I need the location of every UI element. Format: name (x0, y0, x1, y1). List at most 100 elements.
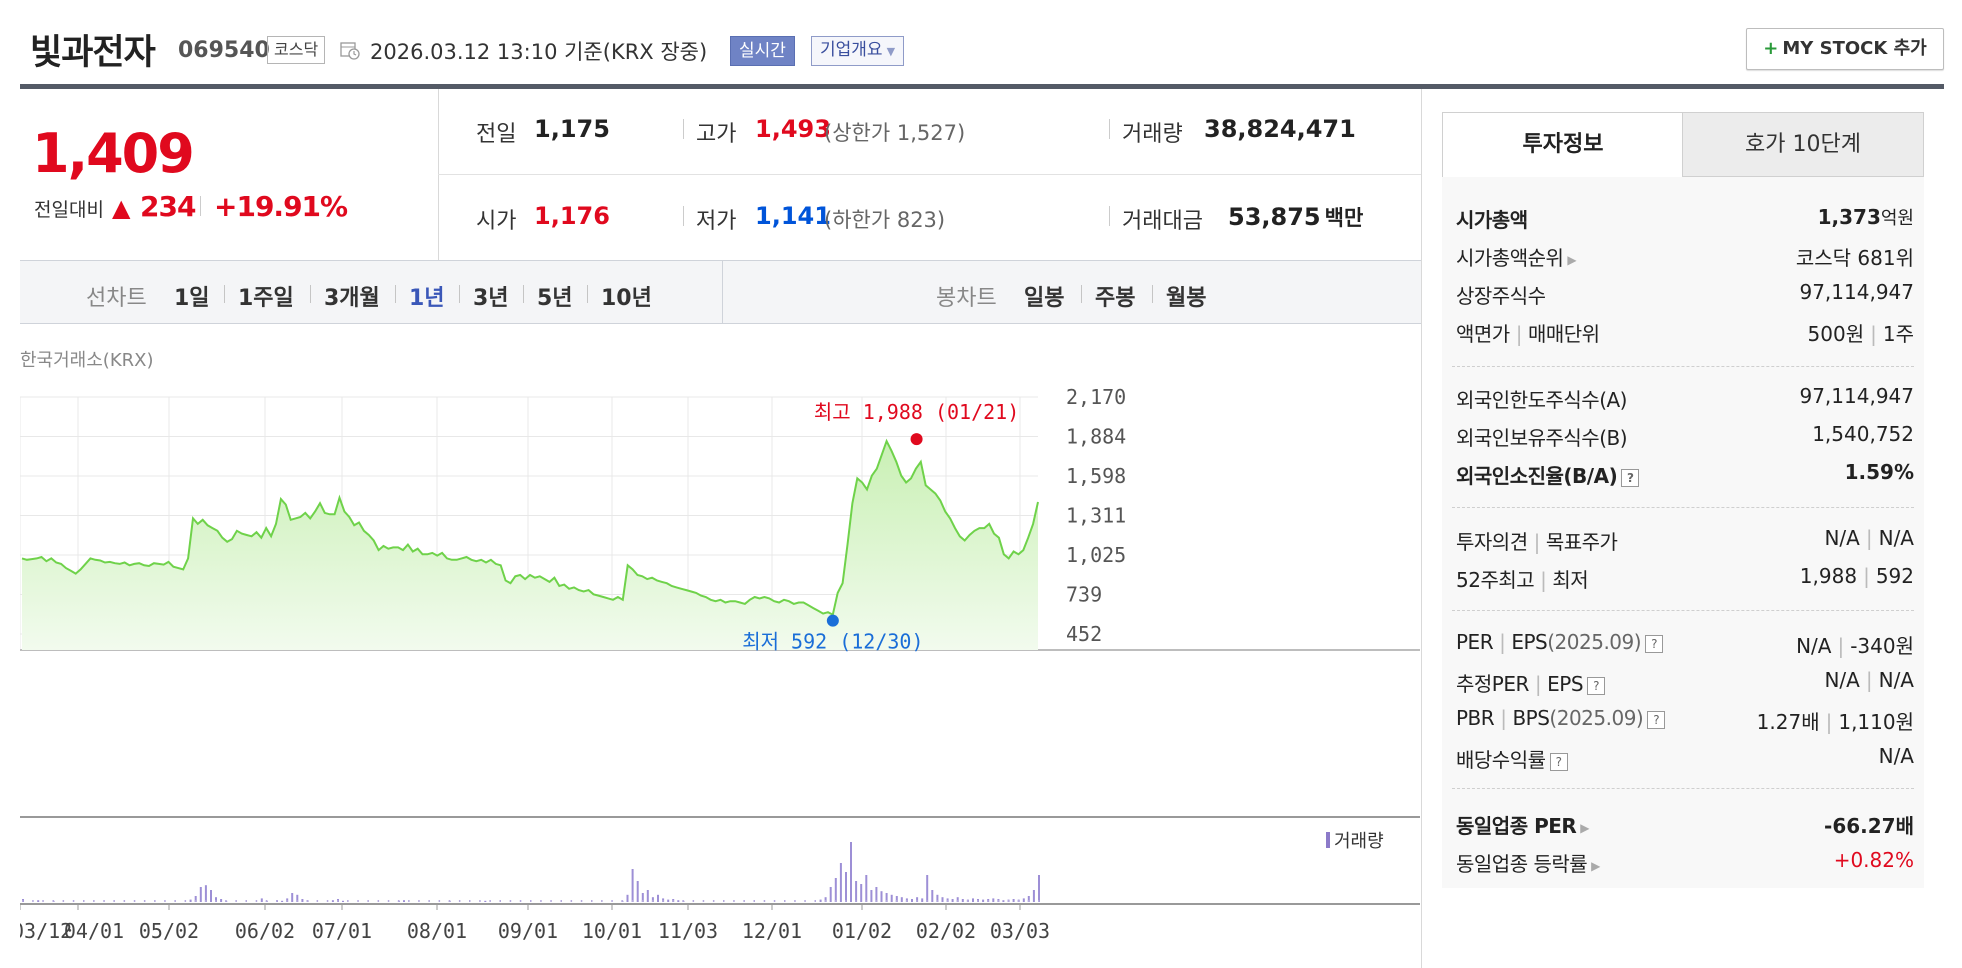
realtime-button[interactable]: 실시간 (730, 36, 795, 66)
volume-bar (804, 900, 806, 902)
bps-period: (2025.09) (1549, 706, 1644, 730)
volume-bar (418, 900, 420, 902)
opinion-target-label: 투자의견 | 목표주가 (1456, 530, 1618, 554)
dividend-text: 배당수익률 (1456, 748, 1546, 772)
period-1y[interactable]: 1년 (409, 286, 445, 311)
period-3y[interactable]: 3년 (473, 286, 509, 311)
period-10y[interactable]: 10년 (601, 286, 652, 311)
volume-legend-swatch (1326, 832, 1330, 848)
volume-bar (651, 900, 654, 902)
volume-bar (997, 900, 999, 902)
volume-bar (723, 900, 725, 902)
volume-bar (956, 900, 959, 902)
price-chart[interactable]: 2,170 1,884 1,598 1,311 1,025 739 452 최고 1,988… (20, 380, 1420, 940)
y-tick-label: 1,311 (1066, 504, 1126, 528)
volume-bar (184, 900, 187, 902)
volume-bar (255, 900, 258, 902)
per-label: PER (1456, 630, 1494, 654)
mcap-rank-label[interactable]: 시가총액순위 ▶ (1456, 242, 1577, 271)
opinion-value: N/A (1824, 526, 1860, 550)
high-label: 고가 (696, 122, 737, 147)
tab-hoga-10[interactable]: 호가 10단계 (1682, 112, 1924, 177)
volume-bar (733, 900, 735, 902)
volume-bar (133, 900, 136, 902)
volume-bar (143, 900, 146, 902)
volume-bar (428, 900, 430, 902)
tab-invest-info[interactable]: 투자정보 (1442, 112, 1684, 177)
arrow-right-icon: ▶ (1591, 858, 1600, 873)
volume-bar (631, 900, 634, 902)
volume-bar (905, 900, 908, 902)
volume-bar (458, 900, 461, 902)
volume-bar (855, 881, 858, 902)
max-marker (910, 433, 923, 446)
arrow-right-icon: ▶ (1580, 820, 1590, 835)
market-badge: 코스닥 (267, 36, 326, 64)
volume-bar (1022, 898, 1025, 902)
line-chart-title: 선차트 (86, 286, 147, 311)
volume-bar (42, 900, 44, 902)
volume-bar (890, 894, 893, 902)
volume-bar (62, 900, 65, 902)
pbr-label: PBR (1456, 706, 1495, 730)
w52-high-value: 1,988 (1799, 564, 1858, 588)
face-unit-value: 500원 | 1주 (1807, 322, 1914, 346)
volume-bar (870, 890, 873, 902)
y-tick-label: 1,884 (1066, 425, 1126, 449)
volume-bar (113, 900, 115, 902)
volume-bar (1027, 896, 1030, 902)
volume-bar (611, 900, 613, 902)
volume-bar (601, 900, 603, 902)
low-value: 1,141 (755, 202, 831, 230)
period-5y[interactable]: 5년 (537, 286, 573, 311)
sector-per-label[interactable]: 동일업종 PER ▶ (1456, 810, 1590, 839)
corp-overview-dropdown[interactable]: 기업개요 ▼ (811, 36, 905, 66)
foreign-ratio-value: 1.59% (1844, 460, 1914, 484)
divider (1109, 119, 1110, 139)
mcap-label: 시가총액 (1456, 208, 1528, 232)
amount-label: 거래대금 (1122, 209, 1203, 234)
help-icon[interactable]: ? (1647, 710, 1666, 729)
divider (395, 285, 396, 303)
x-tick-label: 08/01 (407, 919, 467, 940)
volume-bar (961, 899, 964, 902)
volume-bar (316, 900, 319, 902)
volume-bar (651, 897, 654, 902)
x-tick-label: 03/12 (20, 919, 72, 940)
pbr-value: 1.27배 (1756, 710, 1820, 734)
volume-bar (377, 900, 380, 902)
volume-bar (530, 900, 532, 902)
eps-value: -340원 (1850, 634, 1914, 658)
volume-bar (93, 900, 95, 902)
volume-label: 거래량 (1122, 122, 1183, 147)
my-stock-add-button[interactable]: + MY STOCK 추가 (1746, 28, 1944, 70)
w52-low-label: 최저 (1552, 568, 1589, 592)
sector-change-label[interactable]: 동일업종 등락률 ▶ (1456, 848, 1600, 877)
help-icon[interactable]: ? (1549, 752, 1568, 771)
prev-close-value: 1,175 (534, 115, 610, 143)
eper-eeps-label: 추정PER | EPS? (1456, 668, 1606, 697)
volume-bar (296, 894, 299, 902)
candle-weekly[interactable]: 주봉 (1095, 286, 1136, 311)
divider (683, 206, 684, 226)
volume-value: 38,824,471 (1204, 115, 1356, 143)
volume-bar (484, 900, 487, 902)
x-tick-label: 11/03 (658, 919, 718, 940)
help-icon[interactable]: ? (1621, 468, 1640, 487)
volume-bar (337, 900, 339, 902)
help-icon[interactable]: ? (1587, 676, 1606, 695)
volume-bar (189, 899, 192, 902)
period-1d[interactable]: 1일 (174, 286, 210, 311)
period-1w[interactable]: 1주일 (238, 286, 294, 311)
volume-bar (438, 900, 441, 902)
period-3m[interactable]: 3개월 (324, 286, 380, 311)
candle-monthly[interactable]: 월봉 (1166, 286, 1207, 311)
stock-name: 빛과전자 (30, 33, 156, 73)
volume-bar (1002, 900, 1005, 902)
divider (459, 285, 460, 303)
x-tick-label: 07/01 (312, 919, 372, 940)
volume-bar (966, 900, 969, 902)
candle-daily[interactable]: 일봉 (1024, 286, 1065, 311)
volume-bar (646, 890, 649, 902)
help-icon[interactable]: ? (1645, 634, 1664, 653)
